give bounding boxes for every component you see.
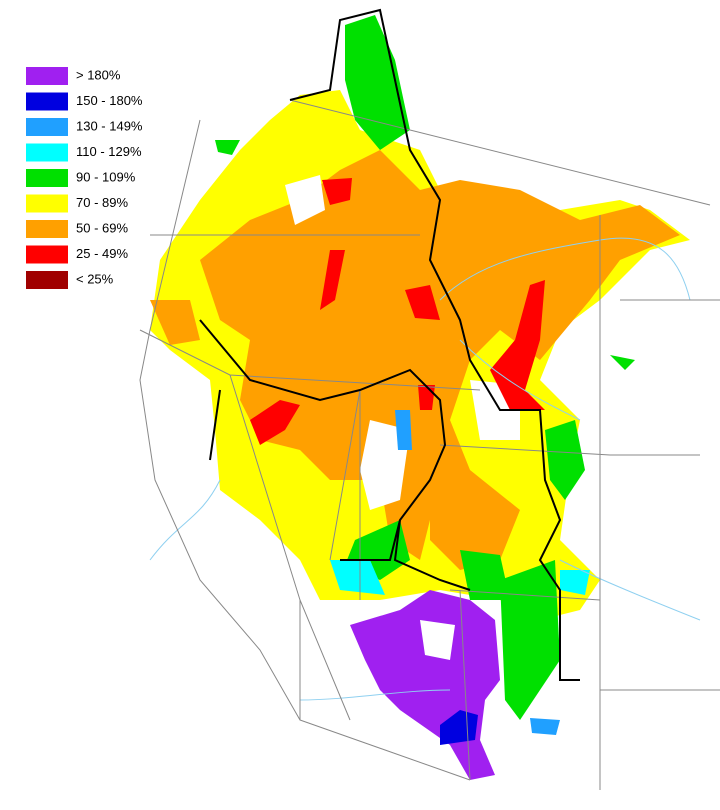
- legend-swatch: [26, 245, 68, 264]
- region: [150, 300, 200, 345]
- no-data: [420, 620, 455, 660]
- regions: [150, 15, 690, 780]
- region: [490, 280, 545, 410]
- region: [250, 400, 300, 445]
- region: [345, 15, 410, 150]
- region: [545, 420, 585, 500]
- legend-swatch: [26, 118, 68, 136]
- legend-label: 70 - 89%: [76, 195, 128, 210]
- region: [322, 178, 352, 205]
- region: [405, 285, 440, 320]
- legend-swatch: [26, 143, 68, 162]
- legend-swatch: [26, 271, 68, 289]
- region: [610, 355, 635, 370]
- region: [200, 150, 680, 560]
- legend-swatch: [26, 67, 68, 85]
- legend-label: 90 - 109%: [76, 169, 136, 184]
- basin-boundary: [199, 8, 580, 681]
- legend-swatch: [26, 220, 68, 238]
- region: [530, 718, 560, 735]
- legend-swatch: [26, 92, 68, 111]
- region: [430, 460, 520, 570]
- region: [440, 710, 478, 745]
- legend-label: > 180%: [76, 67, 121, 82]
- region: [330, 560, 385, 595]
- legend-label: 150 - 180%: [76, 93, 143, 108]
- region: [215, 140, 240, 155]
- region: [395, 410, 412, 450]
- legend-swatch: [26, 194, 68, 213]
- legend: > 180% 150 - 180% 130 - 149% 110 - 129% 90 -…: [26, 67, 143, 289]
- legend-swatch: [26, 169, 68, 187]
- region: [460, 550, 510, 600]
- legend-label: 25 - 49%: [76, 246, 128, 261]
- region: [500, 560, 560, 720]
- coastline: [139, 119, 301, 721]
- region: [560, 570, 590, 595]
- region: [320, 250, 345, 310]
- region: [350, 590, 500, 780]
- legend-label: < 25%: [76, 271, 114, 286]
- no-data: [285, 175, 325, 225]
- legend-label: 110 - 129%: [76, 144, 142, 159]
- legend-label: 130 - 149%: [76, 118, 143, 133]
- legend-label: 50 - 69%: [76, 220, 128, 235]
